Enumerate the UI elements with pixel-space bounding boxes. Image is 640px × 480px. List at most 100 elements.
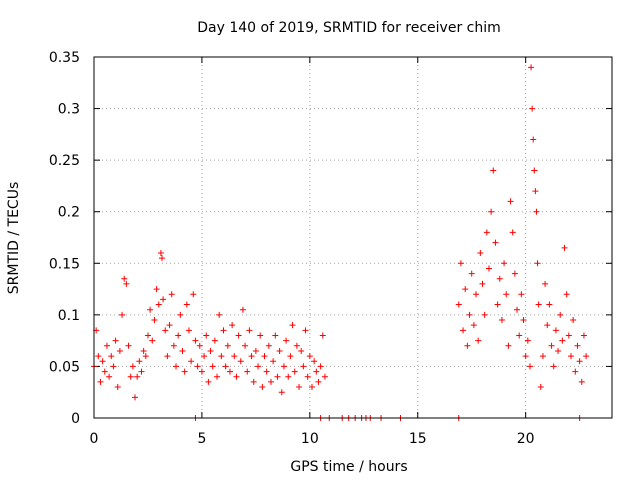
- data-point: [209, 363, 216, 370]
- data-point: [485, 265, 492, 272]
- grid: [94, 57, 612, 418]
- y-tick-label: 0.25: [49, 153, 80, 169]
- data-point: [529, 105, 536, 112]
- data-point: [514, 306, 521, 313]
- data-point: [526, 363, 533, 370]
- data-point: [583, 353, 590, 360]
- data-point: [533, 208, 540, 215]
- data-point: [528, 64, 535, 71]
- data-point: [311, 358, 318, 365]
- data-point: [246, 327, 253, 334]
- data-point: [557, 311, 564, 318]
- data-point: [304, 373, 311, 380]
- data-point: [552, 327, 559, 334]
- data-point: [578, 378, 585, 385]
- data-point: [546, 301, 553, 308]
- data-point: [319, 332, 326, 339]
- data-point: [457, 260, 464, 267]
- data-point: [116, 347, 123, 354]
- data-point: [535, 301, 542, 308]
- data-point: [278, 389, 285, 396]
- data-point: [302, 327, 309, 334]
- x-tick-label: 0: [90, 431, 99, 447]
- data-point: [181, 368, 188, 375]
- data-point: [173, 363, 180, 370]
- data-point: [201, 353, 208, 360]
- data-point: [166, 322, 173, 329]
- data-point: [127, 373, 134, 380]
- x-tick-label: 5: [197, 431, 206, 447]
- data-point: [110, 363, 117, 370]
- data-point: [531, 167, 538, 174]
- data-point: [203, 332, 210, 339]
- x-tick-label: 20: [517, 431, 535, 447]
- data-point: [211, 337, 218, 344]
- data-point: [555, 347, 562, 354]
- data-point: [134, 373, 141, 380]
- data-point: [112, 337, 119, 344]
- data-point: [462, 286, 469, 293]
- data-point: [179, 347, 186, 354]
- data-point: [198, 368, 205, 375]
- data-point: [530, 136, 537, 143]
- data-point: [483, 229, 490, 236]
- data-point: [108, 353, 115, 360]
- y-tick-label: 0.35: [49, 50, 80, 66]
- data-point: [477, 249, 484, 256]
- data-point: [539, 353, 546, 360]
- data-point: [216, 311, 223, 318]
- data-point: [293, 342, 300, 349]
- data-point: [475, 337, 482, 344]
- data-point: [250, 378, 257, 385]
- data-point: [220, 327, 227, 334]
- data-point: [177, 311, 184, 318]
- data-point: [287, 353, 294, 360]
- data-point: [300, 363, 307, 370]
- data-point: [455, 301, 462, 308]
- data-point: [563, 291, 570, 298]
- data-point: [99, 358, 106, 365]
- data-point: [218, 353, 225, 360]
- data-point: [505, 342, 512, 349]
- data-point: [162, 327, 169, 334]
- data-point: [494, 301, 501, 308]
- data-point: [149, 337, 156, 344]
- data-point: [158, 255, 165, 262]
- data-point: [138, 368, 145, 375]
- data-point: [114, 384, 121, 391]
- y-tick-label: 0.15: [49, 256, 80, 272]
- data-point: [466, 311, 473, 318]
- data-point: [168, 291, 175, 298]
- data-point: [511, 270, 518, 277]
- data-point: [147, 306, 154, 313]
- data-point: [175, 332, 182, 339]
- data-point: [194, 363, 201, 370]
- data-point: [574, 342, 581, 349]
- data-point: [106, 373, 113, 380]
- data-point: [121, 275, 128, 282]
- data-point: [548, 342, 555, 349]
- data-point: [470, 322, 477, 329]
- data-point: [464, 342, 471, 349]
- data-point: [550, 363, 557, 370]
- data-point: [144, 332, 151, 339]
- data-point: [498, 317, 505, 324]
- data-point: [468, 270, 475, 277]
- data-point: [296, 384, 303, 391]
- data-point: [207, 347, 214, 354]
- data-point: [244, 368, 251, 375]
- data-point: [576, 358, 583, 365]
- data-point: [259, 384, 266, 391]
- data-point: [460, 327, 467, 334]
- data-point: [308, 384, 315, 391]
- data-points: [91, 64, 590, 421]
- x-axis-label: GPS time / hours: [290, 459, 407, 475]
- data-point: [119, 311, 126, 318]
- data-point: [534, 260, 541, 267]
- data-point: [132, 394, 139, 401]
- data-point: [580, 332, 587, 339]
- data-point: [285, 373, 292, 380]
- data-point: [291, 368, 298, 375]
- x-tick-label: 15: [409, 431, 427, 447]
